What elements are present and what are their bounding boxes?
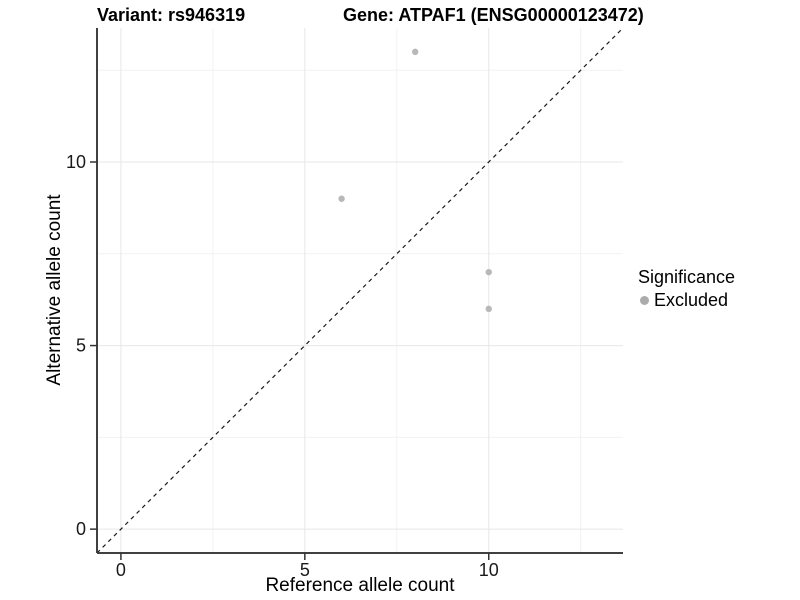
plot-svg: 0 5 10 0 5 10 — [66, 27, 624, 580]
x-axis-title: Reference allele count — [265, 575, 455, 596]
data-point — [485, 305, 492, 313]
x-tick-label: 10 — [479, 560, 499, 580]
y-axis-title: Alternative allele count — [44, 194, 65, 386]
plot-panel: 0 5 10 0 5 10 — [66, 27, 624, 580]
legend-point-icon — [640, 296, 649, 305]
y-tick-label: 0 — [76, 519, 86, 539]
legend-item-label: Excluded — [654, 290, 729, 310]
y-tick-label: 10 — [66, 152, 86, 172]
legend-title: Significance — [638, 267, 736, 287]
x-tick-label: 0 — [116, 560, 126, 580]
legend-item: Excluded — [638, 290, 735, 311]
y-tick-label: 5 — [76, 336, 86, 356]
identity-line — [96, 27, 624, 554]
plot-title-variant: Variant: rs946319 — [97, 5, 246, 25]
x-tick-label: 5 — [300, 560, 310, 580]
data-point — [411, 48, 419, 56]
legend: Significance Excluded — [638, 267, 735, 311]
plot-title-gene: Gene: ATPAF1 (ENSG00000123472) — [343, 5, 644, 25]
data-point — [485, 268, 492, 276]
data-point — [338, 195, 345, 202]
